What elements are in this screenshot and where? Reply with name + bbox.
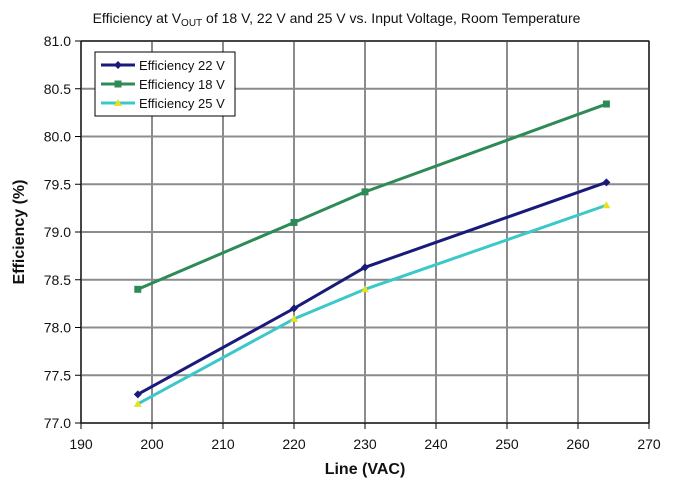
y-tick-label: 80.0 [44,129,71,145]
chart-title-prefix: Efficiency at V [92,10,182,26]
data-point-efficiency-22-v [361,263,369,272]
y-tick-label: 81.0 [44,33,71,49]
x-tick-label: 230 [353,436,377,452]
x-ticks: 190 200 210 220 230 240 250 260 270 [69,423,661,452]
series-line-efficiency-22-v [137,180,607,396]
x-axis-label: Line (VAC) [325,461,406,478]
legend: Efficiency 22 V Efficiency 18 V Efficiency… [94,51,236,117]
series-efficiency-22-v [133,178,611,399]
y-axis-label: Efficiency (%) [11,180,28,285]
data-point-efficiency-22-v [133,390,142,399]
legend-label: Efficiency 22 V [139,58,225,73]
legend-marker [114,61,122,69]
y-tick-label: 79.5 [44,176,71,192]
x-tick-label: 200 [140,436,164,452]
chart-title: Efficiency at VOUT of 18 V, 22 V and 25 … [0,10,673,29]
data-point-efficiency-18-v [134,285,142,293]
y-tick-label: 79.0 [44,224,71,240]
series-efficiency-18-v [134,100,610,293]
x-tick-label: 190 [69,436,93,452]
series-efficiency-25-v [133,201,611,407]
series-layer [133,100,611,407]
y-tick-label: 78.0 [44,320,71,336]
series-line-efficiency-25-v [137,203,607,406]
data-point-efficiency-25-v [602,201,611,209]
data-point-efficiency-18-v [602,100,610,108]
legend-marker [114,80,122,88]
y-tick-label: 77.5 [44,367,71,383]
x-tick-label: 210 [211,436,235,452]
data-point-efficiency-25-v [133,399,142,407]
data-point-efficiency-25-v [290,314,298,322]
x-tick-label: 270 [637,436,661,452]
y-tick-label: 78.5 [44,272,71,288]
data-point-efficiency-18-v [290,218,298,226]
legend-label: Efficiency 18 V [139,77,225,92]
series-line-efficiency-18-v [137,102,607,291]
legend-label: Efficiency 25 V [139,96,225,111]
data-point-efficiency-18-v [361,188,369,196]
chart-title-subscript: OUT [181,18,203,29]
y-tick-label: 77.0 [44,415,71,431]
x-tick-label: 250 [495,436,519,452]
y-tick-label: 80.5 [44,81,71,97]
x-tick-label: 240 [424,436,448,452]
legend-marker [114,99,122,106]
data-point-efficiency-25-v [361,285,369,293]
y-ticks: 77.0 77.5 78.0 78.5 79.0 79.5 80.0 80.5 81.0 [44,33,81,431]
data-point-efficiency-22-v [602,178,611,187]
data-point-efficiency-22-v [290,304,298,313]
chart-title-suffix: of 18 V, 22 V and 25 V vs. Input Voltage… [202,10,581,26]
x-tick-label: 220 [282,436,306,452]
x-tick-label: 260 [566,436,590,452]
